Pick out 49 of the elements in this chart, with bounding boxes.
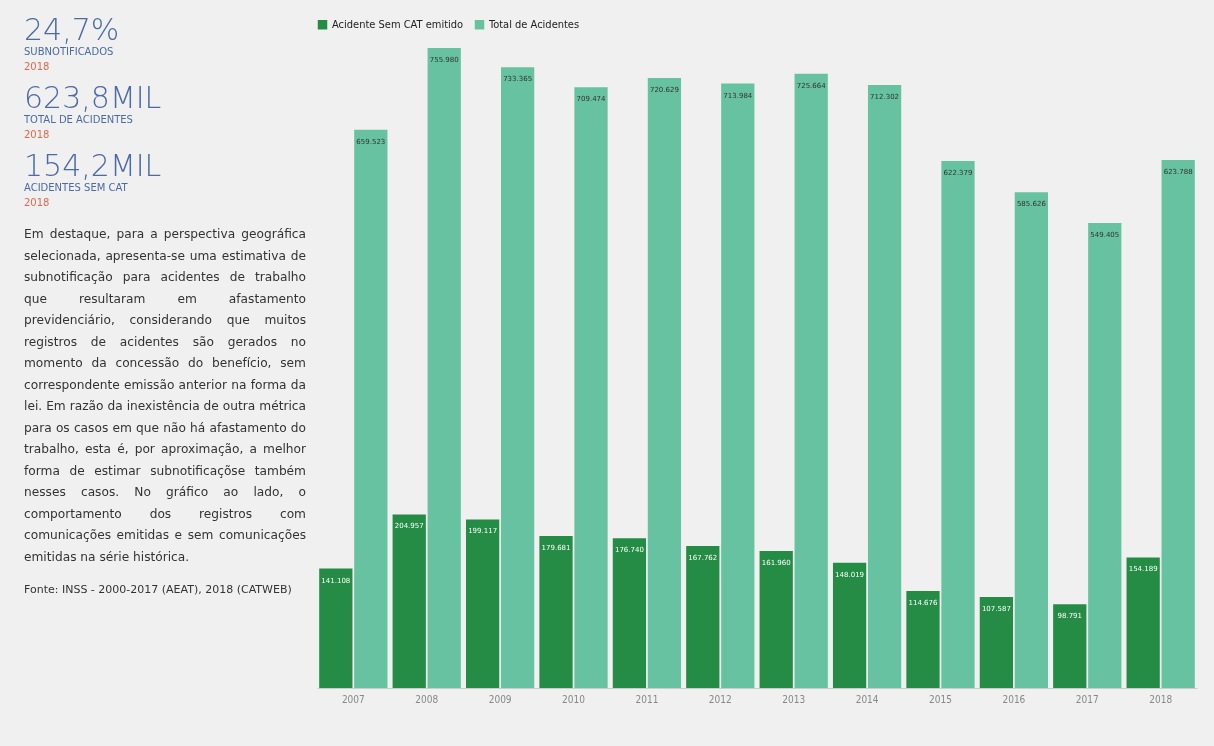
bar	[1014, 192, 1049, 688]
text: 623,8MIL	[24, 80, 162, 115]
bar	[465, 519, 500, 688]
bar	[941, 161, 975, 688]
bar	[392, 514, 426, 688]
bar	[759, 550, 793, 688]
x-tick-label: 2012	[708, 693, 732, 705]
bar	[647, 77, 682, 688]
text: 2018	[24, 197, 51, 208]
x-tick-label: 2013	[782, 693, 806, 705]
x-tick-label: 2008	[415, 693, 439, 705]
bar	[794, 73, 828, 688]
x-tick-label: 2014	[855, 693, 879, 705]
bar	[1088, 222, 1122, 688]
bar	[1126, 557, 1160, 688]
text: Em destaque, para a perspectiva geográfica selecionada, apresenta-se uma estimativa de subnotificação para acidentes de trabalho que resultaram em afastamento previdenciário, considerando que muitos registros de acidentes são gerados no momento da concessão do benefício, sem correspondente emissão anterior na forma da lei. Em razão da inexistência de outra métrica para os casos em que não há afastamento do trabalho, esta é, por aproximação, a melhor forma de estimar subnotificaçõse também nesses casos. No gráfico ao lado, o comportamento dos registros com comunicações emitidas e sem comunicações emitidas na série histórica.	[24, 227, 306, 564]
text: 2018	[24, 61, 51, 72]
x-tick-label: 2010	[562, 693, 586, 705]
text: 2018	[24, 129, 51, 140]
text: SUBNOTIFICADOS	[24, 46, 115, 57]
x-tick-label: 2007	[341, 693, 365, 705]
bar	[686, 545, 720, 688]
x-tick-label: 2016	[1002, 693, 1026, 705]
bar	[1161, 159, 1195, 688]
legend-label: Total de Acidentes	[488, 17, 580, 31]
bar	[427, 48, 461, 688]
bar	[574, 87, 608, 688]
bar	[539, 535, 573, 688]
legend-label: Acidente Sem CAT emitido	[332, 17, 464, 31]
text: 24,7%	[24, 12, 121, 47]
x-tick-label: 2015	[929, 693, 952, 705]
x-tick-label: 2009	[488, 693, 512, 705]
bar	[354, 129, 388, 688]
bar	[319, 568, 353, 688]
bar	[500, 67, 535, 688]
text: ACIDENTES SEM CAT	[24, 182, 129, 193]
bar	[721, 83, 755, 688]
text: TOTAL DE ACIDENTES	[24, 114, 134, 125]
bar	[1053, 604, 1087, 688]
text: 154,2MIL	[24, 148, 162, 183]
bar	[906, 590, 940, 688]
bar	[979, 596, 1014, 688]
x-tick-label: 2017	[1075, 693, 1099, 705]
x-tick-label: 2018	[1149, 693, 1173, 705]
bar	[832, 562, 867, 688]
source-note: Fonte: INSS - 2000-2017 (AEAT), 2018 (CATWEB)	[24, 582, 293, 598]
x-tick-label: 2011	[635, 693, 659, 705]
bar	[612, 538, 647, 688]
bar	[867, 84, 902, 688]
